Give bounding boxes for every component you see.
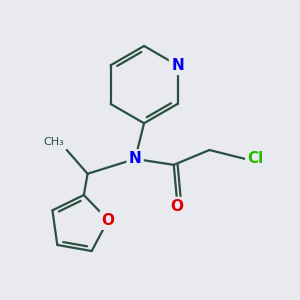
Text: O: O — [102, 213, 115, 228]
Text: N: N — [171, 58, 184, 73]
Text: O: O — [170, 199, 183, 214]
Text: CH₃: CH₃ — [43, 137, 64, 147]
Text: Cl: Cl — [248, 152, 264, 166]
Text: N: N — [129, 152, 142, 166]
